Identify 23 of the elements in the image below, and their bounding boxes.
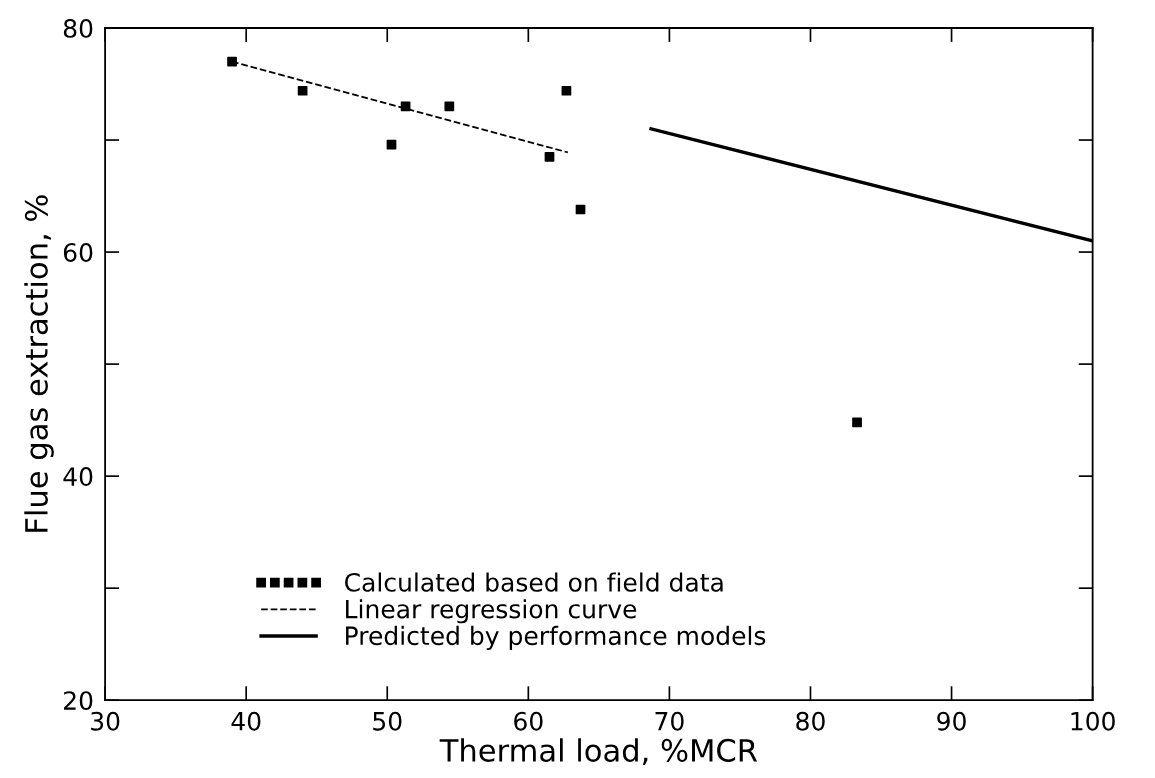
y-tick-label: 80 [63,18,93,38]
y-tick-label: 60 [63,243,93,262]
legend-label: Calculated based on field data [345,572,723,592]
x-tick-label: 90 [937,711,966,731]
point [444,101,455,112]
point [227,56,237,67]
point [852,417,862,428]
x-tick-label: 100 [1071,711,1115,731]
y-tick-label: 40 [63,467,93,486]
x-tick-label: 80 [796,711,825,731]
y-tick-label: 20 [64,691,93,711]
x-axis-title: Thermal load, %MCR [439,738,758,766]
point [544,151,555,162]
legend-label: Predicted by performance models [346,625,766,651]
legend-label: Linear regression curve [346,599,637,624]
x-tick-label: 30 [91,711,120,731]
x-tick-label: 50 [373,711,402,731]
x-tick-label: 40 [231,711,261,731]
x-tick-label: 60 [514,711,543,731]
x-tick-label: 70 [655,711,684,731]
point [297,85,308,96]
point [561,85,572,96]
y-axis-title: Flue gas extraction, % [24,195,54,532]
